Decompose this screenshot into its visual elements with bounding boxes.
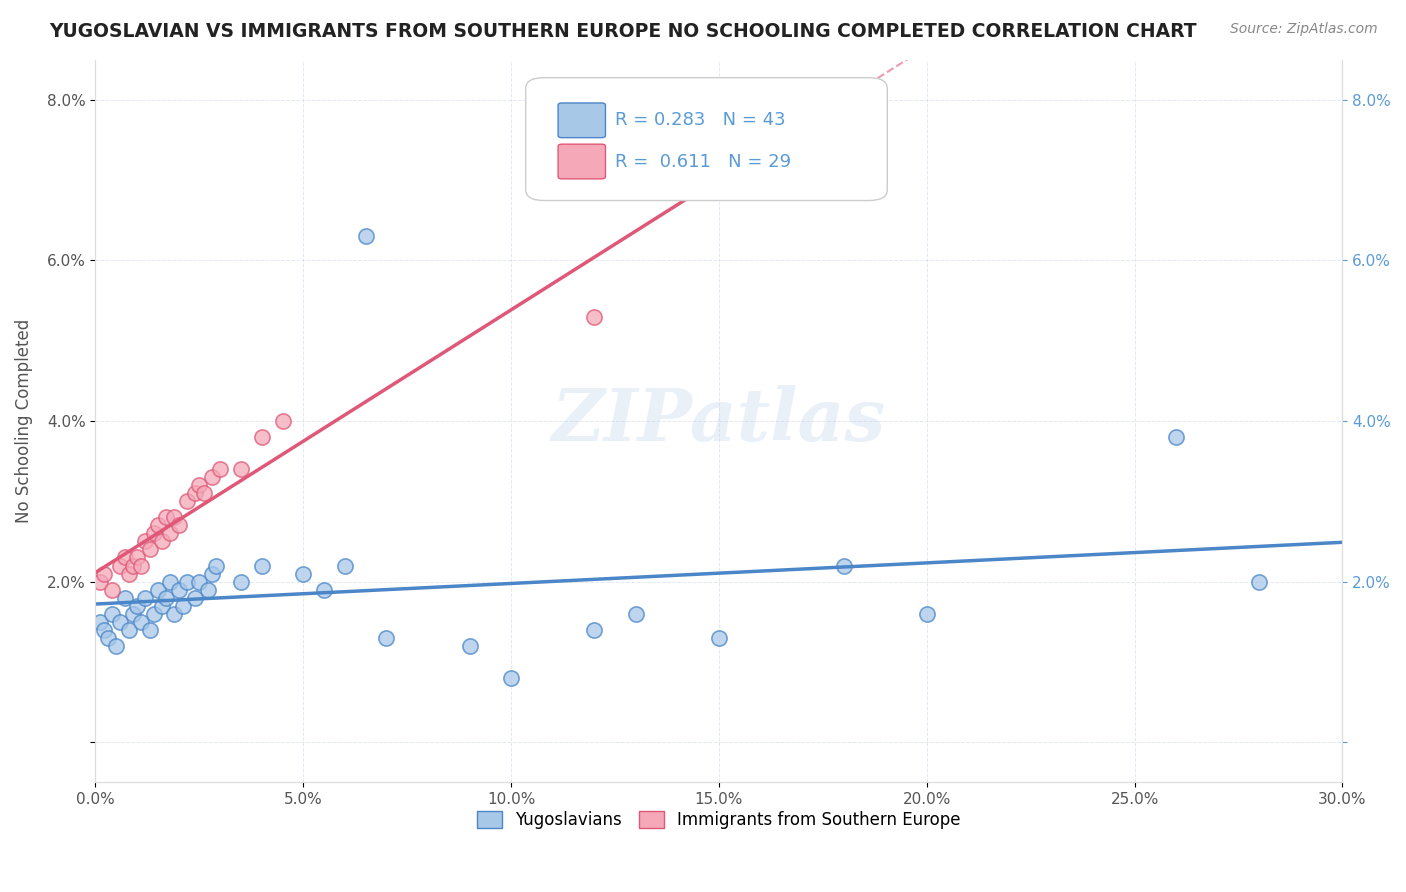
Point bbox=[134, 534, 156, 549]
Point bbox=[167, 582, 190, 597]
Point bbox=[101, 582, 124, 597]
Point bbox=[125, 599, 148, 613]
Point bbox=[105, 639, 128, 653]
Point bbox=[89, 574, 111, 589]
Point bbox=[114, 591, 136, 605]
Point bbox=[138, 623, 160, 637]
Point bbox=[93, 566, 115, 581]
Point bbox=[159, 526, 181, 541]
Point bbox=[250, 430, 273, 444]
Point bbox=[146, 518, 169, 533]
Y-axis label: No Schooling Completed: No Schooling Completed bbox=[15, 318, 32, 523]
Text: ZIPatlas: ZIPatlas bbox=[553, 385, 886, 457]
Text: Source: ZipAtlas.com: Source: ZipAtlas.com bbox=[1230, 22, 1378, 37]
Point bbox=[1166, 430, 1188, 444]
Point bbox=[188, 478, 211, 492]
Point bbox=[118, 623, 141, 637]
Point bbox=[97, 631, 120, 645]
Point bbox=[201, 470, 224, 484]
Point bbox=[176, 574, 198, 589]
Point bbox=[159, 574, 181, 589]
Point bbox=[155, 591, 177, 605]
Text: YUGOSLAVIAN VS IMMIGRANTS FROM SOUTHERN EUROPE NO SCHOOLING COMPLETED CORRELATIO: YUGOSLAVIAN VS IMMIGRANTS FROM SOUTHERN … bbox=[49, 22, 1197, 41]
Point bbox=[314, 582, 336, 597]
Point bbox=[832, 558, 855, 573]
Point bbox=[150, 534, 173, 549]
Point bbox=[155, 510, 177, 524]
Legend: Yugoslavians, Immigrants from Southern Europe: Yugoslavians, Immigrants from Southern E… bbox=[471, 804, 967, 836]
Point bbox=[184, 591, 207, 605]
Point bbox=[193, 486, 215, 500]
Point bbox=[89, 615, 111, 629]
Point bbox=[333, 558, 356, 573]
Point bbox=[375, 631, 398, 645]
Point bbox=[271, 414, 294, 428]
Point bbox=[205, 558, 228, 573]
Point bbox=[176, 494, 198, 508]
Text: R = 0.283   N = 43: R = 0.283 N = 43 bbox=[616, 112, 786, 129]
Point bbox=[110, 615, 132, 629]
Point bbox=[142, 526, 165, 541]
Point bbox=[458, 639, 481, 653]
FancyBboxPatch shape bbox=[558, 103, 606, 137]
Point bbox=[138, 542, 160, 557]
Point bbox=[201, 566, 224, 581]
Point bbox=[172, 599, 194, 613]
Point bbox=[707, 631, 730, 645]
Point bbox=[118, 566, 141, 581]
Point bbox=[583, 310, 606, 324]
Point bbox=[134, 591, 156, 605]
Point bbox=[209, 462, 232, 476]
Point bbox=[188, 574, 211, 589]
Point bbox=[915, 607, 938, 621]
Point bbox=[624, 607, 647, 621]
Point bbox=[110, 558, 132, 573]
Point bbox=[122, 558, 145, 573]
Point bbox=[146, 582, 169, 597]
FancyBboxPatch shape bbox=[526, 78, 887, 201]
Point bbox=[125, 550, 148, 565]
Point bbox=[583, 623, 606, 637]
Text: R =  0.611   N = 29: R = 0.611 N = 29 bbox=[616, 153, 792, 170]
Point bbox=[129, 615, 152, 629]
Point bbox=[163, 510, 186, 524]
Point bbox=[707, 157, 730, 171]
Point bbox=[93, 623, 115, 637]
Point bbox=[142, 607, 165, 621]
Point bbox=[292, 566, 315, 581]
Point bbox=[167, 518, 190, 533]
Point bbox=[229, 462, 252, 476]
Point bbox=[229, 574, 252, 589]
FancyBboxPatch shape bbox=[558, 145, 606, 179]
Point bbox=[197, 582, 219, 597]
Point bbox=[114, 550, 136, 565]
Point bbox=[501, 671, 523, 685]
Point bbox=[184, 486, 207, 500]
Point bbox=[163, 607, 186, 621]
Point bbox=[1249, 574, 1271, 589]
Point bbox=[150, 599, 173, 613]
Point bbox=[354, 229, 377, 244]
Point bbox=[129, 558, 152, 573]
Point bbox=[250, 558, 273, 573]
Point bbox=[122, 607, 145, 621]
Point bbox=[101, 607, 124, 621]
